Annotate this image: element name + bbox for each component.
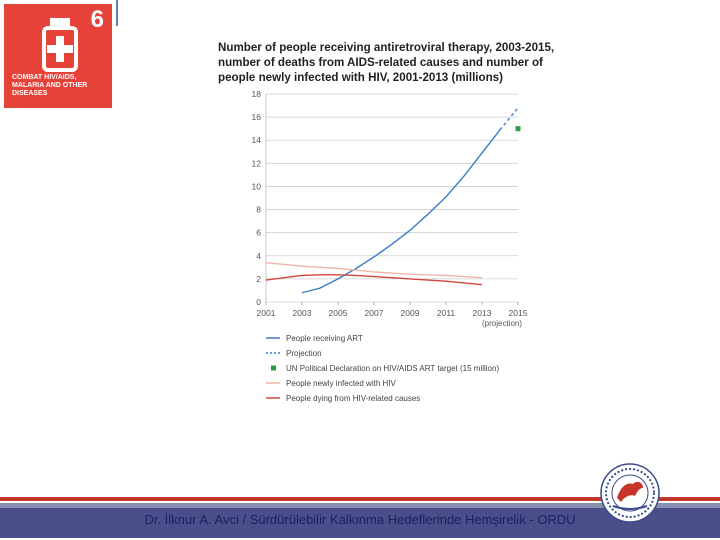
x-tick-label: 2005	[329, 308, 348, 318]
series-line-people-receiving-art	[301, 129, 501, 294]
footer-red-line	[0, 497, 720, 501]
sdg-goal-label: COMBAT HIV/AIDS, MALARIA AND OTHER DISEA…	[12, 74, 112, 98]
series-line-people-newly-infected-with-hiv	[265, 262, 483, 279]
y-tick-label: 18	[252, 89, 262, 99]
x-tick-label: 2009	[401, 308, 420, 318]
legend-label: Projection	[286, 349, 322, 358]
chart-title-line: Number of people receiving antiretrovira…	[218, 41, 555, 54]
y-tick-label: 16	[252, 112, 262, 122]
footer-band	[0, 508, 720, 538]
footer-grey-line	[0, 503, 720, 508]
x-tick-label: 2013	[473, 308, 492, 318]
y-tick-label: 0	[256, 297, 261, 307]
sdg-label-line: COMBAT HIV/AIDS,	[12, 74, 77, 81]
chart-title-line: number of deaths from AIDS-related cause…	[218, 56, 543, 69]
y-tick-label: 8	[256, 205, 261, 215]
sdg-label-line: DISEASES	[12, 90, 48, 97]
data-point-un-political-declaration-on-hiv-aids-art-target-15-million	[515, 126, 521, 132]
x-tick-label: 2001	[257, 308, 276, 318]
x-tick-label: 2003	[293, 308, 312, 318]
footer-text: Dr. İlknur A. Avci / Sürdürülebilir Kalk…	[144, 512, 576, 527]
university-seal-icon	[600, 463, 660, 523]
series-line-projection	[499, 107, 519, 131]
sdg-goal-number: 6	[90, 6, 104, 33]
title-divider	[116, 0, 118, 26]
x-tick-note: (projection)	[482, 319, 522, 328]
series-line-people-dying-from-hiv-related-causes	[265, 274, 483, 286]
y-tick-label: 10	[252, 181, 262, 191]
y-tick-label: 2	[256, 274, 261, 284]
y-tick-label: 14	[252, 135, 262, 145]
sdg-label-line: MALARIA AND OTHER	[12, 82, 88, 89]
legend-label: People receiving ART	[286, 334, 363, 343]
sdg-goal-badge: 6 COMBAT HIV/AIDS, MALARIA AND OTHER DIS…	[4, 4, 112, 108]
x-tick-label: 2011	[437, 308, 456, 318]
legend-label: UN Political Declaration on HIV/AIDS ART…	[286, 364, 499, 373]
y-tick-label: 4	[256, 251, 261, 261]
x-tick-label: 2015	[509, 308, 528, 318]
y-tick-label: 12	[252, 158, 262, 168]
chart-title-line: people newly infected with HIV, 2001-201…	[218, 71, 503, 84]
legend-swatch	[271, 365, 276, 371]
legend-label: People newly infected with HIV	[286, 379, 397, 388]
y-tick-label: 6	[256, 228, 261, 238]
x-tick-label: 2007	[365, 308, 384, 318]
chart-title: Number of people receiving antiretrovira…	[218, 40, 598, 85]
medicine-bottle-icon	[42, 18, 78, 72]
legend-label: People dying from HIV-related causes	[286, 394, 420, 403]
